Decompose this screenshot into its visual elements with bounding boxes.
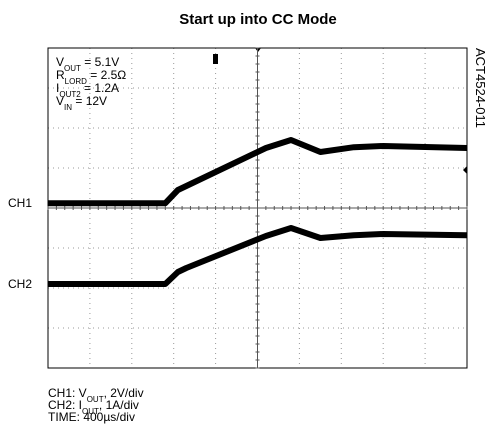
chart-title: Start up into CC Mode — [179, 11, 337, 28]
level-marker — [463, 166, 467, 174]
text-part: TIME: 400µs/div — [48, 410, 135, 424]
text-part: = 2.5Ω — [87, 68, 126, 82]
marker — [213, 54, 218, 64]
text-part: = 5.1V — [81, 55, 119, 69]
text-part: CH1: V — [48, 386, 87, 400]
text-part: IN — [64, 103, 72, 112]
annotation: VOUT = 5.1V — [56, 55, 119, 73]
text-part: = 12V — [72, 94, 107, 108]
annotation: RLORD = 2.5Ω — [56, 68, 126, 86]
text-part: OUT — [64, 64, 81, 73]
text-part: OUT — [82, 407, 99, 416]
channel-label: CH2 — [8, 277, 32, 291]
side-label: ACT4524-011 — [473, 48, 488, 128]
waveform — [48, 225, 468, 287]
text-part: OUT — [87, 395, 104, 404]
text-part: OUT2 — [59, 90, 81, 99]
channel-label: CH1 — [8, 196, 32, 210]
annotation: TIME: 400µs/div — [48, 410, 135, 424]
text-part: , 2V/div — [104, 386, 144, 400]
waveform — [48, 137, 468, 207]
text-part: V — [56, 94, 64, 108]
text-part: V — [56, 55, 64, 69]
text-part: CH2: I — [48, 398, 82, 412]
text-part: R — [56, 68, 65, 82]
text-part: = 1.2A — [81, 81, 119, 95]
text-part: I — [56, 81, 59, 95]
annotation: IOUT2 = 1.2A — [56, 81, 119, 99]
text-part: , 1A/div — [99, 398, 139, 412]
annotation: CH2: IOUT, 1A/div — [48, 398, 139, 416]
text-part: LORD — [65, 77, 87, 86]
annotation: CH1: VOUT, 2V/div — [48, 386, 144, 404]
annotation: VIN = 12V — [56, 94, 107, 112]
